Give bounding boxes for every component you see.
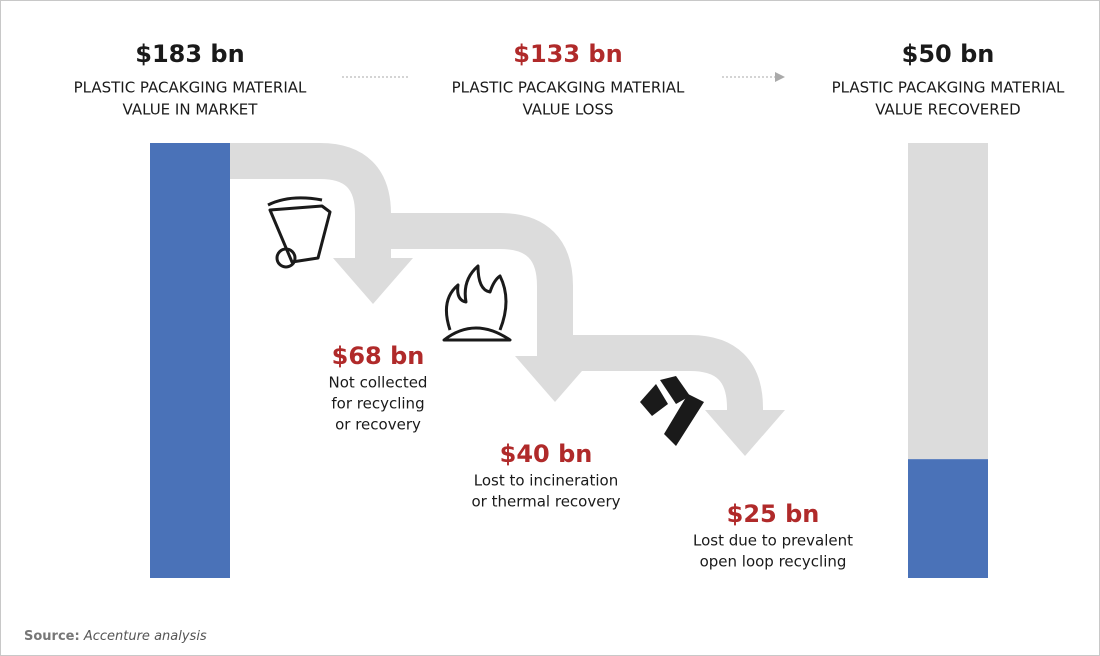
stage-label: PLASTIC PACAKGING MATERIAL bbox=[452, 79, 685, 97]
bin-icon bbox=[267, 196, 332, 269]
loss-description: or recovery bbox=[335, 416, 421, 434]
recycle-part bbox=[640, 384, 668, 416]
loss-description: Not collected bbox=[329, 374, 428, 392]
pile bbox=[442, 326, 512, 342]
flow-arrow bbox=[380, 213, 573, 358]
fire-icon bbox=[442, 264, 512, 342]
connector-head bbox=[775, 72, 785, 82]
market-bar bbox=[150, 143, 230, 578]
stage-label: PLASTIC PACAKGING MATERIAL bbox=[832, 79, 1065, 97]
loss-description: or thermal recovery bbox=[471, 493, 620, 511]
recovered-bar bbox=[908, 459, 988, 578]
arrow-head bbox=[705, 410, 785, 456]
recycle-part bbox=[664, 394, 704, 446]
bin-lid bbox=[267, 196, 323, 207]
flows bbox=[230, 143, 785, 456]
source: Source: Accenture analysis bbox=[24, 629, 207, 644]
source-text: Accenture analysis bbox=[83, 629, 207, 644]
arrow-head bbox=[333, 258, 413, 304]
loss-amount: $68 bn bbox=[332, 342, 425, 370]
loss-description: open loop recycling bbox=[700, 553, 847, 571]
loss-amount: $25 bn bbox=[727, 500, 820, 528]
loss-amount: $40 bn bbox=[500, 440, 593, 468]
stage-label: VALUE RECOVERED bbox=[875, 101, 1021, 119]
loss-description: Lost due to prevalent bbox=[693, 532, 853, 550]
flame bbox=[444, 264, 508, 331]
stage-label: VALUE LOSS bbox=[522, 101, 613, 119]
loss-bar bbox=[908, 143, 988, 460]
stage-label: VALUE IN MARKET bbox=[123, 101, 259, 119]
recycle-icon bbox=[640, 376, 704, 446]
stage-amount: $50 bn bbox=[902, 40, 995, 68]
stage-amount: $133 bn bbox=[513, 40, 622, 68]
flow-arrow bbox=[560, 335, 763, 412]
source-label: Source: bbox=[24, 629, 80, 644]
bin-wheel bbox=[275, 247, 297, 269]
loss-description: for recycling bbox=[331, 395, 424, 413]
stage-amount: $183 bn bbox=[135, 40, 244, 68]
loss-description: Lost to incineration bbox=[474, 472, 618, 490]
connectors bbox=[342, 72, 785, 82]
recycle-part bbox=[660, 376, 690, 404]
bin-body bbox=[268, 204, 332, 264]
flow-arrow bbox=[230, 143, 391, 260]
stage-label: PLASTIC PACAKGING MATERIAL bbox=[74, 79, 307, 97]
